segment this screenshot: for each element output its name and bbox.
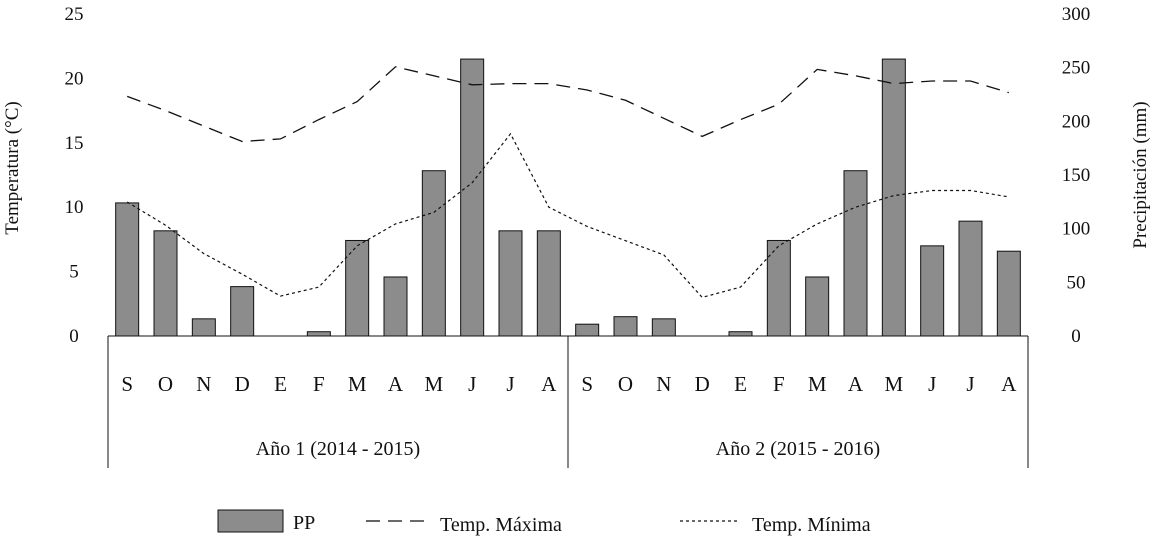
month-label: A [388,372,404,396]
pp-bar [306,331,331,337]
right-tick-label: 300 [1062,4,1091,25]
month-label: E [274,372,287,396]
precipitation-bars [115,58,1021,337]
month-label: J [966,372,974,396]
month-label: D [235,372,250,396]
month-label: F [313,372,325,396]
right-axis-ticks: 0 50 100 150 200 250 300 [1062,4,1091,347]
right-tick-label: 50 [1067,272,1086,293]
right-tick-label: 250 [1062,58,1091,79]
right-tick-label: 100 [1062,219,1091,240]
left-tick-label: 25 [65,4,84,25]
month-label: S [121,372,133,396]
legend-pp-swatch [217,509,284,533]
legend: PP Temp. Máxima Temp. Mínima [217,509,871,536]
month-label: F [773,372,785,396]
right-tick-label: 0 [1071,326,1081,347]
month-label: M [424,372,443,396]
left-axis-title: Temperatura (°C) [2,101,23,234]
right-tick-label: 150 [1062,165,1091,186]
year-group-label: Año 1 (2014 - 2015) [256,438,420,460]
left-tick-label: 5 [69,262,79,283]
month-label: O [158,372,173,396]
pp-bar [996,250,1021,337]
pp-bar [421,170,446,337]
left-tick-label: 15 [65,133,84,154]
month-label: N [196,372,211,396]
pp-bar [115,202,140,337]
month-label: J [468,372,476,396]
year-group-label: Año 2 (2015 - 2016) [716,438,880,460]
pp-bar [843,170,868,337]
month-label: E [734,372,747,396]
month-label: O [618,372,633,396]
month-label: M [808,372,827,396]
month-label: A [848,372,864,396]
left-tick-label: 10 [65,197,84,218]
month-label: N [656,372,671,396]
month-label: M [884,372,903,396]
legend-pp-label: PP [293,512,315,534]
pp-bar [153,230,178,337]
pp-bar [230,286,255,337]
legend-tmin-label: Temp. Mínima [752,514,871,536]
pp-bar [345,239,370,337]
temp-max-line [126,66,1009,143]
pp-bar [651,318,676,337]
pp-bar [920,245,945,337]
pp-bar [536,230,561,337]
month-label: A [1001,372,1017,396]
pp-bar [958,220,983,337]
pp-bar [498,230,523,337]
temperature-lines [126,66,1009,299]
legend-tmax-label: Temp. Máxima [440,514,562,536]
month-label: D [695,372,710,396]
chart-frame [107,335,1029,468]
pp-bar [383,276,408,337]
month-label: J [506,372,514,396]
month-label: M [348,372,367,396]
left-axis-ticks: 0 5 10 15 20 25 [65,4,84,347]
month-label: A [541,372,557,396]
right-axis-title: Precipitación (mm) [1130,101,1151,248]
temp-min-line [126,132,1009,299]
year-group-labels: Año 1 (2014 - 2015) Año 2 (2015 - 2016) [256,438,880,460]
left-tick-label: 0 [69,326,79,347]
right-tick-label: 200 [1062,111,1091,132]
pp-bar [805,276,830,337]
pp-bar [191,318,216,337]
pp-bar [575,323,600,337]
pp-bar [460,58,485,337]
month-label: J [928,372,936,396]
pp-bar [766,239,791,337]
left-tick-label: 20 [65,68,84,89]
pp-bar [613,316,638,337]
pp-bar [728,331,753,337]
month-label: S [581,372,593,396]
pp-bar [881,58,906,337]
